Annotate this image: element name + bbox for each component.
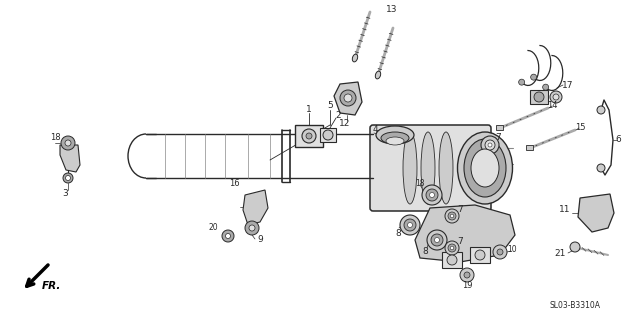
- Circle shape: [460, 268, 474, 282]
- Text: 18: 18: [415, 179, 425, 188]
- Text: 6: 6: [615, 136, 621, 145]
- Text: 8: 8: [395, 228, 401, 238]
- Circle shape: [534, 92, 544, 102]
- Circle shape: [445, 209, 459, 223]
- Circle shape: [518, 79, 525, 85]
- Bar: [442, 252, 462, 268]
- Circle shape: [431, 234, 443, 246]
- Circle shape: [493, 245, 507, 259]
- Polygon shape: [60, 145, 80, 172]
- Circle shape: [65, 175, 70, 181]
- Circle shape: [553, 94, 559, 100]
- Text: 21: 21: [554, 249, 566, 258]
- Ellipse shape: [439, 132, 453, 204]
- Circle shape: [422, 185, 442, 205]
- Text: 17: 17: [563, 80, 573, 90]
- Circle shape: [344, 94, 352, 102]
- Circle shape: [427, 230, 447, 250]
- Circle shape: [485, 140, 495, 150]
- Circle shape: [435, 238, 440, 242]
- Polygon shape: [578, 194, 614, 232]
- Text: 20: 20: [209, 224, 218, 233]
- Circle shape: [445, 241, 459, 255]
- Ellipse shape: [464, 139, 506, 197]
- Circle shape: [340, 90, 356, 106]
- Circle shape: [448, 212, 456, 220]
- Text: FR.: FR.: [42, 281, 61, 291]
- Circle shape: [306, 133, 312, 139]
- Circle shape: [450, 246, 454, 250]
- Text: 18: 18: [50, 132, 60, 142]
- Text: 3: 3: [62, 189, 68, 197]
- Text: 4: 4: [372, 125, 378, 135]
- Text: 5: 5: [327, 101, 333, 110]
- Ellipse shape: [381, 132, 409, 144]
- Bar: [530, 90, 548, 104]
- Text: 7: 7: [457, 238, 463, 247]
- Circle shape: [222, 230, 234, 242]
- Circle shape: [61, 136, 75, 150]
- Ellipse shape: [386, 137, 404, 145]
- Circle shape: [497, 249, 503, 255]
- Text: 15: 15: [575, 122, 585, 131]
- Circle shape: [249, 225, 255, 231]
- Bar: [496, 125, 503, 130]
- Text: 10: 10: [507, 246, 517, 255]
- Circle shape: [450, 214, 454, 218]
- Text: 16: 16: [229, 180, 240, 189]
- Polygon shape: [334, 82, 362, 115]
- Circle shape: [65, 140, 71, 146]
- Bar: [526, 145, 533, 150]
- Circle shape: [302, 129, 316, 143]
- Circle shape: [488, 143, 492, 147]
- Ellipse shape: [403, 132, 417, 204]
- Circle shape: [400, 215, 420, 235]
- Circle shape: [426, 189, 438, 201]
- Circle shape: [531, 74, 537, 80]
- Ellipse shape: [471, 149, 499, 187]
- Circle shape: [475, 250, 485, 260]
- Ellipse shape: [421, 132, 435, 204]
- FancyBboxPatch shape: [370, 125, 491, 211]
- Text: 7: 7: [457, 205, 463, 214]
- Ellipse shape: [352, 54, 358, 62]
- Circle shape: [543, 84, 548, 90]
- Polygon shape: [243, 190, 268, 225]
- Circle shape: [408, 222, 413, 227]
- Circle shape: [550, 91, 562, 103]
- Circle shape: [245, 221, 259, 235]
- Circle shape: [404, 219, 416, 231]
- Text: 11: 11: [559, 205, 570, 214]
- Circle shape: [447, 255, 457, 265]
- Text: 12: 12: [339, 120, 351, 129]
- Text: 2: 2: [335, 110, 341, 120]
- Bar: [470, 247, 490, 263]
- Ellipse shape: [458, 132, 513, 204]
- Circle shape: [481, 136, 499, 154]
- Text: 8: 8: [422, 248, 428, 256]
- Text: 7: 7: [495, 133, 501, 143]
- Circle shape: [597, 106, 605, 114]
- Circle shape: [63, 173, 73, 183]
- Text: 13: 13: [387, 5, 397, 14]
- Bar: [295, 125, 323, 147]
- Circle shape: [225, 234, 230, 239]
- Circle shape: [570, 242, 580, 252]
- Circle shape: [597, 164, 605, 172]
- Circle shape: [429, 192, 435, 197]
- Bar: [320, 128, 336, 142]
- Text: 14: 14: [547, 100, 557, 109]
- Text: 19: 19: [461, 280, 472, 290]
- Ellipse shape: [375, 71, 381, 79]
- Text: 9: 9: [257, 235, 263, 244]
- Circle shape: [464, 272, 470, 278]
- Text: SL03-B3310A: SL03-B3310A: [549, 301, 600, 310]
- Circle shape: [323, 130, 333, 140]
- Circle shape: [448, 244, 456, 252]
- Text: 1: 1: [306, 105, 312, 114]
- Ellipse shape: [376, 126, 414, 144]
- Polygon shape: [415, 205, 515, 262]
